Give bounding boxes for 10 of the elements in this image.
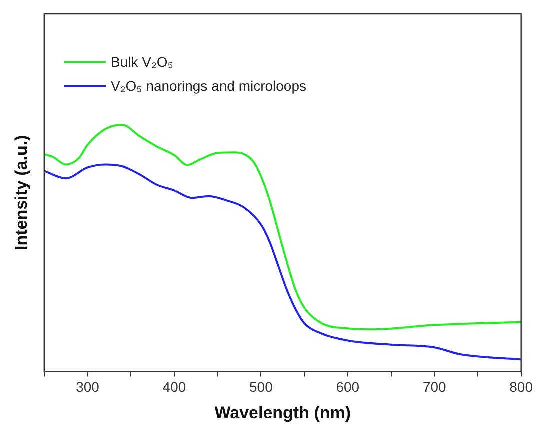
- x-tick-label: 400: [162, 379, 186, 396]
- legend-label: V₂O₅ nanorings and microloops: [111, 77, 307, 96]
- x-tick-label: 700: [422, 379, 446, 396]
- x-tick-label: 800: [510, 379, 534, 396]
- x-axis-title: Wavelength (nm): [214, 403, 352, 422]
- legend-label: Bulk V₂O₅: [111, 53, 174, 72]
- x-tick-label: 500: [250, 379, 274, 396]
- x-tick-label: 600: [336, 379, 360, 396]
- y-axis-title: Intensity (a.u.): [12, 135, 31, 251]
- x-tick-label: 300: [76, 379, 100, 396]
